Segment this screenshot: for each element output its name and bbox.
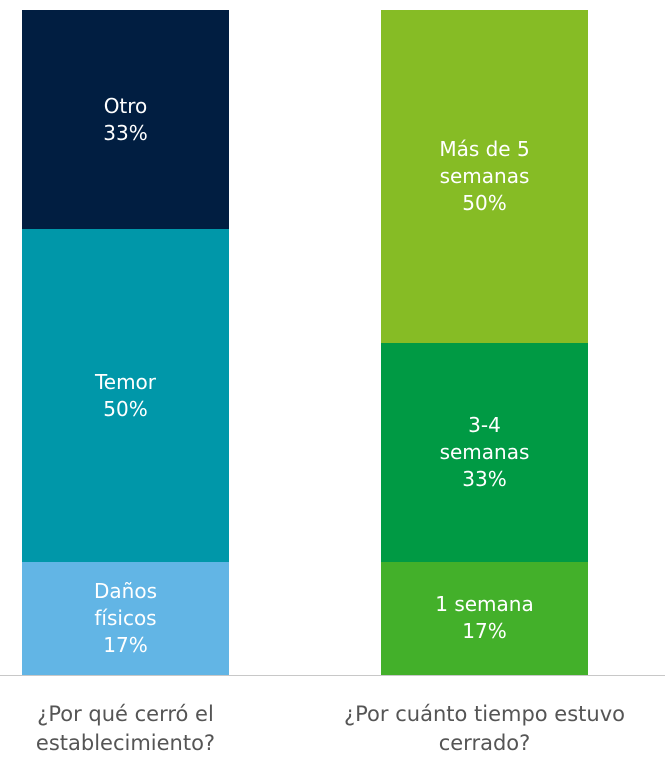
data-label: 50%: [103, 396, 148, 421]
bar-segment: 1 semana 17%: [381, 561, 588, 675]
bar-segment: Más de 5 semanas 50%: [381, 10, 588, 343]
x-tick-label: ¿Por qué cerró el establecimiento?: [35, 702, 216, 755]
bar-segment: Otro 33%: [22, 10, 229, 230]
segment-label: Más de 5 semanas: [439, 136, 530, 188]
segment-label: 1 semana: [435, 592, 534, 617]
data-label: 17%: [462, 619, 507, 644]
axis-line: [0, 675, 665, 676]
data-label: 17%: [103, 632, 148, 657]
segment-label: Temor: [94, 369, 157, 394]
segment-label: Daños físicos: [94, 578, 157, 630]
bar-segment: Daños físicos 17%: [22, 561, 229, 675]
data-label: 50%: [462, 190, 507, 215]
x-tick-label: ¿Por cuánto tiempo estuvo cerrado?: [344, 702, 625, 755]
bar-segment: 3-4 semanas 33%: [381, 342, 588, 562]
data-label: 33%: [462, 466, 507, 491]
bar-segment: Temor 50%: [22, 229, 229, 562]
segment-label: Otro: [103, 93, 148, 118]
data-label: 33%: [103, 120, 148, 145]
segment-label: 3-4 semanas: [439, 412, 530, 464]
